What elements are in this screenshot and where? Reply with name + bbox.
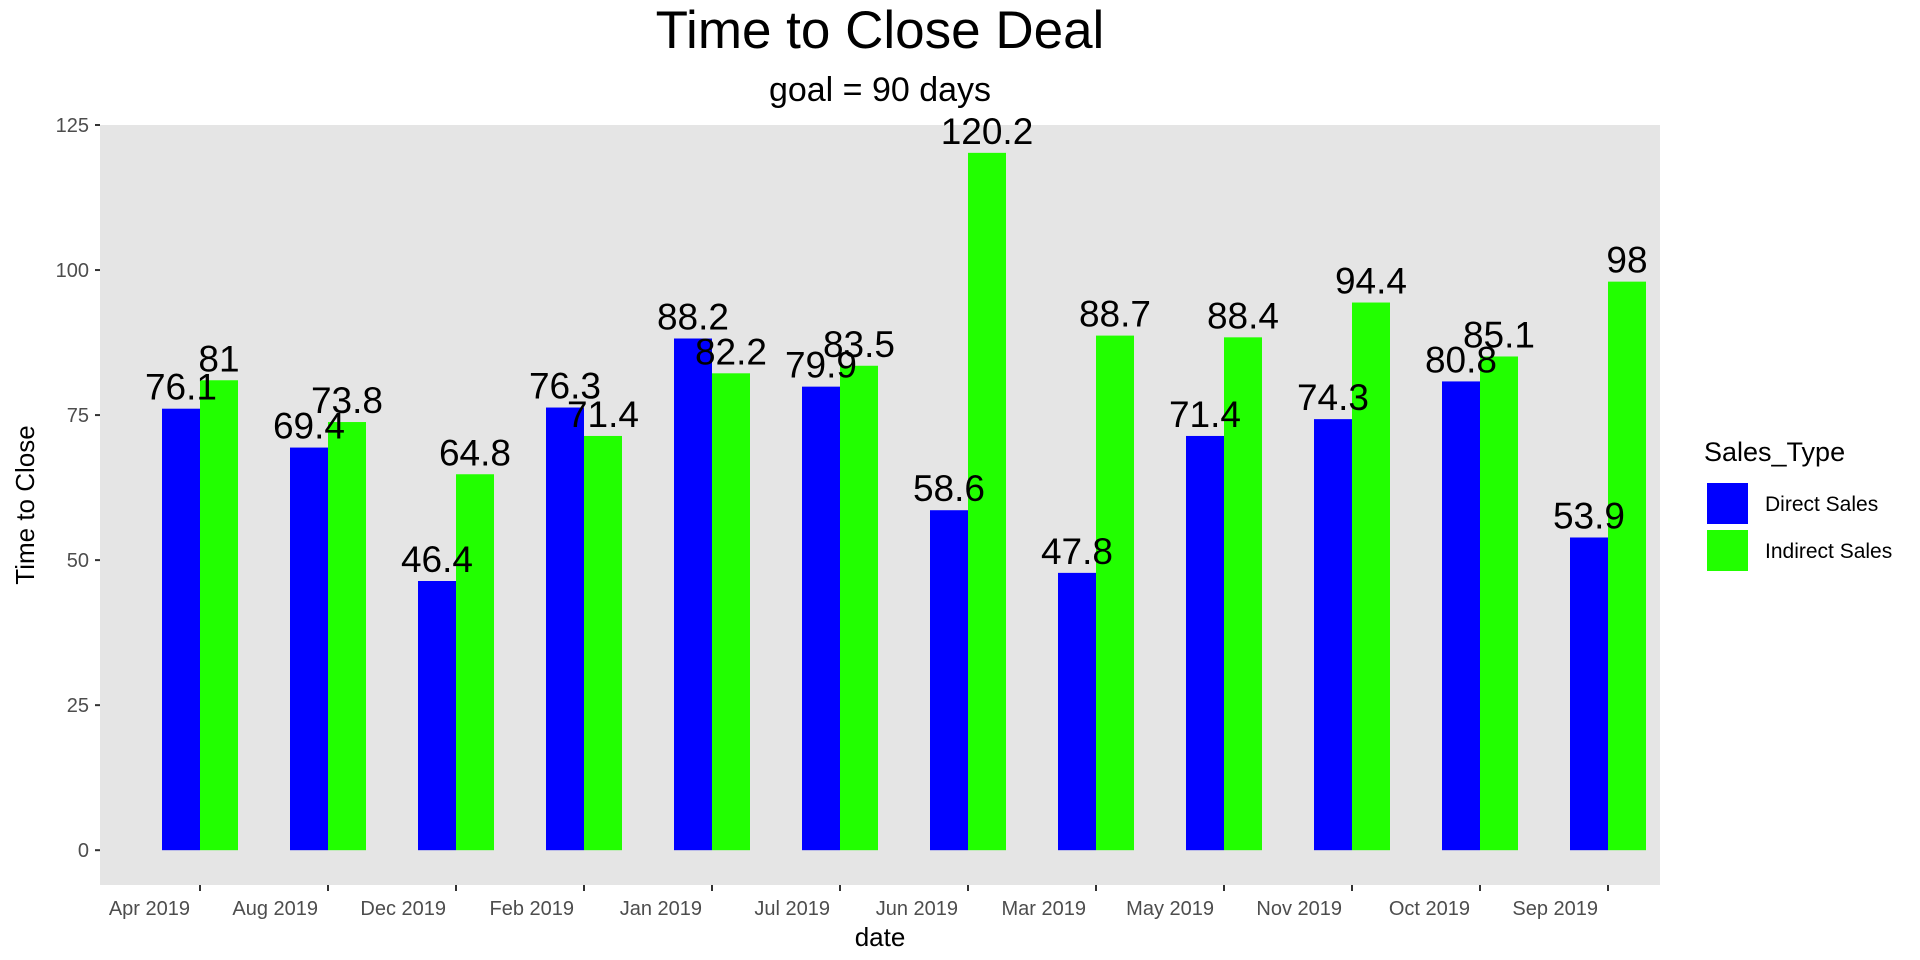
x-tick-label-1: Aug 2019: [232, 898, 318, 920]
bar-indirect-5: [840, 365, 878, 851]
bar-indirect-3: [584, 435, 622, 851]
x-axis-title: date: [855, 922, 906, 952]
bar-indirect-1: [328, 422, 366, 851]
data-label-direct-10: 80.8: [1425, 339, 1497, 380]
chart-title: Time to Close Deal: [656, 1, 1105, 60]
legend-label-direct: Direct Sales: [1765, 493, 1878, 516]
data-label-direct-0: 76.1: [145, 367, 217, 408]
data-label-direct-6: 58.6: [913, 468, 985, 509]
x-axis: Apr 2019 Aug 2019 Dec 2019 Feb 2019 Jan 2019…: [109, 885, 1609, 920]
data-label-indirect-7: 88.7: [1079, 294, 1151, 335]
bar-direct-6: [930, 510, 968, 851]
data-label-direct-11: 53.9: [1553, 495, 1625, 536]
data-label-indirect-5: 83.5: [823, 324, 895, 365]
x-tick-label-6: Jun 2019: [876, 898, 958, 920]
y-tick-label-2: 50: [67, 550, 89, 572]
data-label-direct-3: 76.3: [529, 366, 601, 407]
data-label-indirect-10: 85.1: [1463, 314, 1535, 355]
data-label-indirect-9: 94.4: [1335, 261, 1407, 302]
y-tick-label-3: 75: [67, 405, 89, 427]
bar-indirect-6: [968, 152, 1006, 851]
bar-direct-11: [1570, 537, 1608, 851]
data-label-indirect-11: 98: [1606, 240, 1647, 281]
bar-direct-4: [674, 338, 712, 851]
bar-direct-7: [1058, 572, 1096, 851]
bar-indirect-7: [1096, 335, 1134, 851]
data-label-direct-5: 79.9: [785, 345, 857, 386]
data-label-indirect-2: 64.8: [439, 432, 511, 473]
x-tick-label-11: Sep 2019: [1512, 898, 1598, 920]
x-tick-label-4: Jan 2019: [620, 898, 702, 920]
y-tick-label-4: 100: [56, 260, 89, 282]
legend-title: Sales_Type: [1704, 437, 1845, 467]
x-tick-label-0: Apr 2019: [109, 898, 190, 920]
data-label-indirect-1: 73.8: [311, 380, 383, 421]
bar-indirect-2: [456, 474, 494, 851]
data-label-indirect-4: 82.2: [695, 331, 767, 372]
bar-indirect-8: [1224, 337, 1262, 851]
x-tick-label-7: Mar 2019: [1002, 898, 1087, 920]
data-label-indirect-3: 71.4: [567, 394, 639, 435]
bar-indirect-10: [1480, 356, 1518, 851]
data-label-indirect-0: 81: [198, 338, 239, 379]
data-label-direct-1: 69.4: [273, 406, 345, 447]
x-tick-label-8: May 2019: [1126, 898, 1214, 920]
bar-direct-3: [546, 407, 584, 851]
bar-indirect-4: [712, 373, 750, 851]
x-tick-label-10: Oct 2019: [1389, 898, 1470, 920]
chart-subtitle: goal = 90 days: [769, 71, 991, 109]
data-label-direct-9: 74.3: [1297, 377, 1369, 418]
y-tick-label-1: 25: [67, 695, 89, 717]
bars: [162, 152, 1646, 851]
y-tick-label-0: 0: [78, 840, 89, 862]
legend-label-indirect: Indirect Sales: [1765, 540, 1892, 563]
data-label-indirect-6: 120.2: [941, 111, 1034, 152]
bar-direct-0: [162, 408, 200, 851]
data-label-direct-2: 46.4: [401, 539, 473, 580]
y-tick-label-5: 125: [56, 115, 89, 137]
bar-indirect-0: [200, 380, 238, 851]
bar-indirect-11: [1608, 281, 1646, 851]
y-axis: 0 25 50 75 100 125: [56, 115, 100, 862]
bar-direct-9: [1314, 419, 1352, 851]
legend-key-direct: [1705, 481, 1750, 526]
bar-direct-2: [418, 581, 456, 851]
bar-direct-1: [290, 447, 328, 851]
x-tick-label-3: Feb 2019: [489, 898, 574, 920]
data-label-direct-7: 47.8: [1041, 531, 1113, 572]
bar-direct-5: [802, 386, 840, 851]
data-label-direct-4: 88.2: [657, 296, 729, 337]
legend-key-indirect: [1705, 528, 1750, 573]
x-tick-label-5: Jul 2019: [754, 898, 830, 920]
bar-direct-10: [1442, 381, 1480, 851]
data-label-indirect-8: 88.4: [1207, 295, 1279, 336]
legend: Sales_Type Direct Sales Indirect Sales: [1704, 437, 1892, 573]
y-axis-title: Time to Close: [10, 425, 40, 584]
bar-indirect-9: [1352, 302, 1390, 851]
data-label-direct-8: 71.4: [1169, 394, 1241, 435]
x-tick-label-9: Nov 2019: [1256, 898, 1342, 920]
bar-direct-8: [1186, 435, 1224, 851]
x-tick-label-2: Dec 2019: [360, 898, 446, 920]
